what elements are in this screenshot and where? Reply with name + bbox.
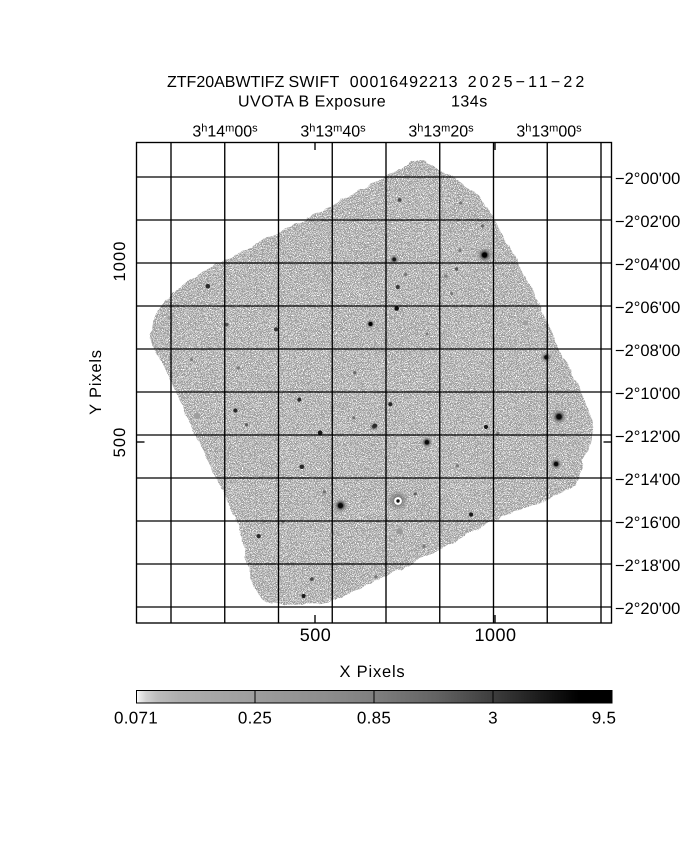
svg-text:−2°00'00'': −2°00'00'' <box>615 170 680 188</box>
svg-text:−2°18'00'': −2°18'00'' <box>615 557 680 575</box>
svg-text:500: 500 <box>300 625 332 645</box>
svg-text:X Pixels: X Pixels <box>339 663 405 681</box>
svg-text:9.5: 9.5 <box>592 709 617 728</box>
svg-text:3h13m00s: 3h13m00s <box>516 123 582 141</box>
svg-text:Y Pixels: Y Pixels <box>87 349 105 415</box>
svg-text:1000: 1000 <box>474 625 516 645</box>
svg-text:−2°02'00'': −2°02'00'' <box>615 213 680 231</box>
svg-text:134s: 134s <box>451 94 488 111</box>
svg-text:2025−11−22: 2025−11−22 <box>468 74 588 91</box>
svg-text:0.25: 0.25 <box>238 709 272 728</box>
svg-text:3h13m40s: 3h13m40s <box>300 123 366 141</box>
svg-text:3h13m20s: 3h13m20s <box>408 123 474 141</box>
svg-text:−2°04'00'': −2°04'00'' <box>615 256 680 274</box>
svg-text:−2°20'00'': −2°20'00'' <box>615 600 680 618</box>
svg-text:3h14m00s: 3h14m00s <box>192 123 258 141</box>
svg-text:−2°08'00'': −2°08'00'' <box>615 342 680 360</box>
svg-text:−2°12'00'': −2°12'00'' <box>615 428 680 446</box>
svg-text:−2°14'00'': −2°14'00'' <box>615 471 680 489</box>
svg-text:ZTF20ABWTIFZ: ZTF20ABWTIFZ <box>167 74 285 91</box>
svg-text:−2°10'00'': −2°10'00'' <box>615 385 680 403</box>
svg-text:0.85: 0.85 <box>357 709 391 728</box>
svg-text:SWIFT: SWIFT <box>289 74 340 91</box>
svg-text:1000: 1000 <box>111 240 129 281</box>
svg-text:0.071: 0.071 <box>114 709 158 728</box>
svg-text:3: 3 <box>488 709 498 728</box>
svg-text:00016492213: 00016492213 <box>350 74 459 91</box>
svg-text:−2°06'00'': −2°06'00'' <box>615 299 680 317</box>
svg-text:500: 500 <box>111 427 129 458</box>
svg-text:−2°16'00'': −2°16'00'' <box>615 514 680 532</box>
svg-text:UVOTA B Exposure: UVOTA B Exposure <box>238 94 386 111</box>
